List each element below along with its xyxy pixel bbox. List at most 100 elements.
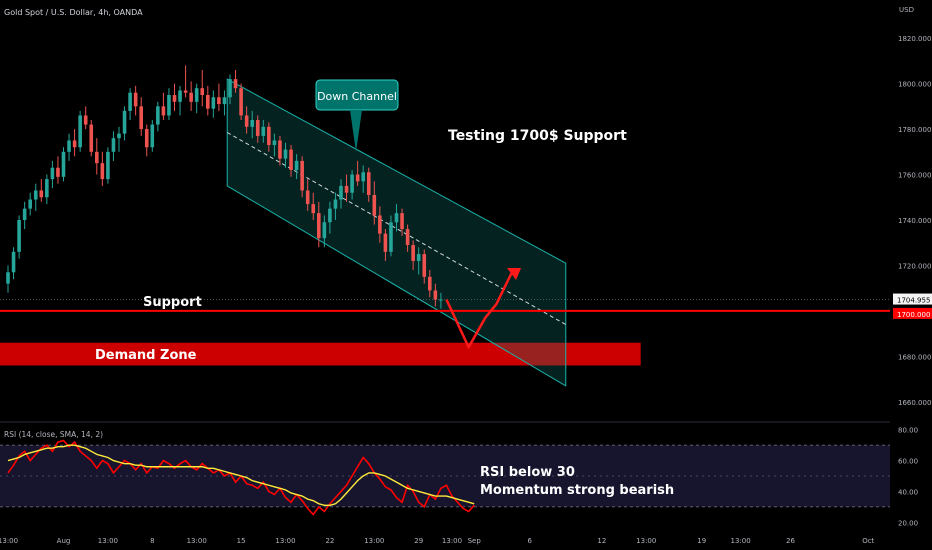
candle-body <box>239 88 243 116</box>
candle-body <box>150 124 155 148</box>
price-tick-label: 1820.000 <box>898 35 931 43</box>
candle-body <box>233 79 238 89</box>
time-tick-label: 13:00 <box>731 537 751 545</box>
rsi-note-1: RSI below 30 <box>480 465 575 480</box>
symbol-title: Gold Spot / U.S. Dollar, 4h, OANDA <box>4 8 143 17</box>
rsi-tick-label: 80.00 <box>898 427 918 435</box>
time-tick-label: 15 <box>237 537 246 545</box>
candle-body <box>111 138 116 152</box>
candle-body <box>355 174 360 182</box>
candle-body <box>389 222 393 252</box>
candle-body <box>139 106 143 130</box>
candle-body <box>67 140 71 152</box>
demand-zone-rect <box>0 342 641 366</box>
candle-body <box>439 299 443 301</box>
testing-support-note: Testing 1700$ Support <box>448 128 627 144</box>
price-tick-label: 1740.000 <box>898 217 931 225</box>
candle-body <box>194 88 199 102</box>
candle-body <box>416 254 421 261</box>
price-tick-label: 1660.000 <box>898 399 931 407</box>
candle-body <box>144 129 149 148</box>
rsi-tick-label: 20.00 <box>898 519 918 527</box>
candle-body <box>117 133 121 139</box>
time-tick-label: Sep <box>468 537 482 545</box>
price-tick-label: 1780.000 <box>898 126 931 134</box>
candle-body <box>244 115 249 127</box>
price-tick-label: 1800.000 <box>898 81 931 89</box>
time-tick-label: 29 <box>414 537 423 545</box>
candle-body <box>228 79 232 98</box>
candle-body <box>100 163 105 180</box>
candle-body <box>11 251 16 273</box>
candle-body <box>78 115 82 148</box>
candle-body <box>405 229 410 245</box>
candle-body <box>200 88 205 95</box>
time-tick-label: 13:00 <box>0 537 18 545</box>
time-tick-label: Aug <box>57 537 71 545</box>
candle-body <box>161 106 166 116</box>
candle-body <box>400 213 404 230</box>
candle-body <box>333 199 338 209</box>
candle-body <box>167 95 171 116</box>
price-tick-label: 1720.000 <box>898 262 931 270</box>
last-price-tag <box>893 293 932 305</box>
candle-body <box>378 215 382 234</box>
support-label: Support <box>143 295 202 310</box>
candle-body <box>311 204 316 214</box>
support-price-value: 1700.000 <box>897 311 930 319</box>
time-tick-label: 6 <box>527 537 532 545</box>
candle-body <box>211 97 216 109</box>
candle-body <box>255 120 260 136</box>
candle-body <box>366 172 371 195</box>
rsi-note-2: Momentum strong bearish <box>480 483 674 498</box>
price-tick-label: 1760.000 <box>898 172 931 180</box>
candle-body <box>261 126 266 136</box>
candle-body <box>428 276 432 291</box>
candle-body <box>189 92 193 102</box>
candle-body <box>28 199 32 209</box>
projection-arrowhead <box>507 268 522 280</box>
candle-body <box>17 220 21 252</box>
candle-body <box>272 140 277 145</box>
time-tick-label: 13:00 <box>364 537 384 545</box>
last-price-value: 1704.955 <box>897 297 930 305</box>
candle-body <box>6 272 10 284</box>
candle-body <box>300 160 304 191</box>
rsi-indicator-label[interactable]: RSI (14, close, SMA, 14, 2) <box>4 430 104 439</box>
time-tick-label: 13:00 <box>636 537 656 545</box>
candle-body <box>95 151 99 164</box>
candle-body <box>133 92 138 107</box>
candle-body <box>328 208 332 223</box>
candle-body <box>250 120 254 127</box>
time-tick-label: 13:00 <box>442 537 462 545</box>
time-tick-label: 13:00 <box>187 537 207 545</box>
candle-body <box>128 92 132 111</box>
price-tick-label: 1680.000 <box>898 353 931 361</box>
time-tick-label: 19 <box>697 537 706 545</box>
candle-body <box>122 110 127 134</box>
candle-body <box>50 167 55 180</box>
candle-body <box>183 90 188 93</box>
time-tick-label: 8 <box>150 537 154 545</box>
candle-body <box>156 106 160 125</box>
demand-zone-label: Demand Zone <box>95 348 197 363</box>
candle-body <box>283 149 288 159</box>
candle-body <box>172 95 177 102</box>
candle-body <box>361 172 365 182</box>
channel-midline <box>226 132 567 325</box>
candle-body <box>45 179 49 198</box>
candle-body <box>83 115 88 125</box>
time-tick-label: 22 <box>325 537 334 545</box>
candle-body <box>222 97 227 105</box>
candle-body <box>322 222 327 239</box>
candle-body <box>217 97 221 105</box>
candle-body <box>344 185 349 193</box>
time-tick-label: Oct <box>862 537 874 545</box>
candle-body <box>106 151 110 180</box>
candle-body <box>278 140 282 159</box>
time-tick-label: 13:00 <box>98 537 118 545</box>
rsi-tick-label: 60.00 <box>898 458 918 466</box>
time-tick-label: 12 <box>597 537 606 545</box>
candle-body <box>383 233 388 252</box>
